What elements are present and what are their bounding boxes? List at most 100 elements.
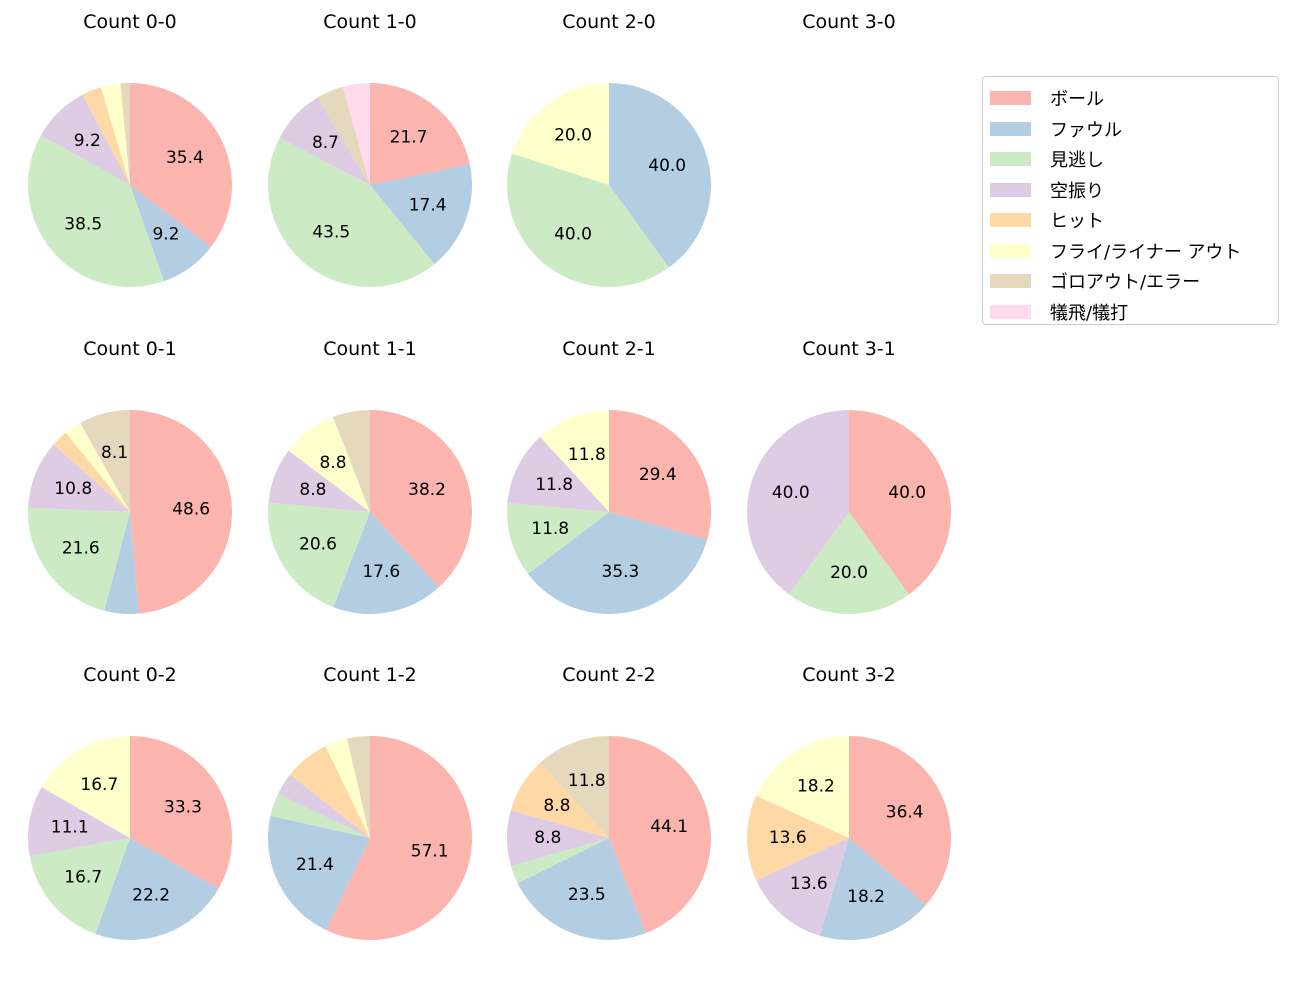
pie-slice bbox=[104, 512, 139, 615]
legend-swatch bbox=[990, 91, 1031, 106]
pie-slice bbox=[325, 738, 370, 838]
pie-slice bbox=[609, 736, 712, 934]
pie-slice bbox=[53, 432, 130, 512]
legend-entry: 犠飛/犠打 bbox=[990, 297, 1278, 328]
pie-slice bbox=[819, 838, 926, 941]
pie-slice bbox=[277, 774, 370, 838]
slice-label: 13.6 bbox=[769, 828, 807, 848]
legend-label: 犠飛/犠打 bbox=[1050, 302, 1129, 324]
slice-label: 8.7 bbox=[312, 133, 339, 153]
pie-slice bbox=[789, 512, 909, 614]
legend-swatch bbox=[990, 182, 1031, 197]
slice-label: 20.0 bbox=[554, 125, 592, 145]
legend-label: フライ/ライナー アウト bbox=[1050, 241, 1242, 263]
pie-slice bbox=[27, 787, 130, 856]
pie-slice bbox=[507, 153, 669, 287]
pie-title: Count 2-1 bbox=[562, 338, 656, 360]
pie-slice bbox=[28, 444, 131, 512]
slice-label: 11.8 bbox=[568, 445, 606, 465]
slice-label: 35.3 bbox=[602, 562, 640, 582]
legend-label: ファウル bbox=[1050, 119, 1122, 141]
slice-label: 23.5 bbox=[568, 885, 606, 905]
slice-label: 18.2 bbox=[797, 777, 835, 797]
slice-label: 40.0 bbox=[648, 156, 686, 176]
legend-swatch bbox=[990, 243, 1031, 258]
pie-slice bbox=[41, 736, 130, 838]
pie-slice bbox=[325, 736, 472, 940]
legend-label: ゴロアウト/エラー bbox=[1050, 272, 1201, 294]
slice-label: 17.4 bbox=[409, 195, 447, 215]
pie-slice bbox=[540, 410, 609, 512]
pie-slice bbox=[80, 410, 130, 512]
slice-label: 35.4 bbox=[166, 148, 204, 168]
pie-slice bbox=[540, 736, 609, 838]
pie-title: Count 3-2 bbox=[802, 664, 896, 686]
legend-entry: ファウル bbox=[990, 114, 1278, 145]
pie-title: Count 0-2 bbox=[83, 664, 177, 686]
pie-slice bbox=[268, 450, 370, 512]
pie-slice bbox=[370, 83, 470, 185]
pie-slice bbox=[290, 746, 370, 838]
slice-label: 10.8 bbox=[54, 479, 92, 499]
legend-label: 見逃し bbox=[1050, 150, 1104, 172]
legend-entry: 見逃し bbox=[990, 144, 1278, 175]
pie-slice bbox=[279, 97, 370, 185]
pie-slice bbox=[28, 135, 164, 287]
slice-label: 43.5 bbox=[312, 222, 350, 242]
pie-slice bbox=[370, 164, 472, 265]
slice-label: 33.3 bbox=[164, 797, 202, 817]
legend-swatch bbox=[990, 121, 1031, 136]
slice-label: 8.1 bbox=[101, 443, 128, 463]
pie-slice bbox=[120, 83, 130, 185]
pie-slice bbox=[29, 838, 130, 934]
pie-slice bbox=[130, 410, 233, 614]
slice-label: 57.1 bbox=[411, 842, 449, 862]
pie-slice bbox=[333, 512, 439, 614]
legend-label: ヒット bbox=[1050, 211, 1104, 233]
legend-swatch bbox=[990, 213, 1031, 228]
slice-label: 11.8 bbox=[568, 771, 606, 791]
slice-label: 44.1 bbox=[650, 817, 688, 837]
pie-slice bbox=[288, 416, 370, 512]
pie-slice bbox=[82, 87, 130, 185]
pie-title: Count 1-1 bbox=[323, 338, 417, 360]
legend-swatch bbox=[990, 304, 1031, 319]
pie-slice bbox=[507, 810, 609, 867]
legend-entry: ボール bbox=[990, 83, 1278, 114]
slice-label: 20.0 bbox=[830, 563, 868, 583]
slice-label: 48.6 bbox=[172, 499, 210, 519]
pie-slice bbox=[333, 410, 370, 512]
pie-slice bbox=[130, 83, 233, 248]
slice-label: 20.6 bbox=[299, 534, 337, 554]
slice-label: 21.4 bbox=[296, 855, 334, 875]
pie-slice bbox=[40, 94, 130, 185]
legend-label: ボール bbox=[1050, 89, 1104, 111]
slice-label: 40.0 bbox=[888, 483, 926, 503]
pie-title: Count 3-0 bbox=[802, 11, 896, 33]
slice-label: 21.7 bbox=[390, 128, 428, 148]
pie-title: Count 3-1 bbox=[802, 338, 896, 360]
pie-title: Count 0-1 bbox=[83, 338, 177, 360]
pie-slice bbox=[342, 83, 370, 185]
pie-slice bbox=[317, 86, 370, 185]
pie-slice bbox=[609, 83, 712, 268]
slice-label: 13.6 bbox=[790, 874, 828, 894]
legend-entry: フライ/ライナー アウト bbox=[990, 236, 1278, 267]
pie-slice bbox=[517, 838, 646, 941]
pie-slice bbox=[65, 422, 130, 512]
slice-label: 16.7 bbox=[80, 775, 118, 795]
pie-slice bbox=[510, 762, 609, 838]
legend-swatch bbox=[990, 152, 1031, 167]
slice-label: 17.6 bbox=[362, 562, 400, 582]
slice-label: 8.8 bbox=[534, 828, 561, 848]
slice-label: 8.8 bbox=[543, 796, 570, 816]
slice-label: 8.8 bbox=[299, 480, 326, 500]
slice-label: 9.2 bbox=[152, 225, 179, 245]
pie-slice bbox=[370, 410, 472, 588]
slice-label: 16.7 bbox=[64, 867, 102, 887]
pie-slice bbox=[527, 512, 708, 615]
legend-label: 空振り bbox=[1050, 180, 1104, 202]
legend-entry: ゴロアウト/エラー bbox=[990, 266, 1278, 297]
